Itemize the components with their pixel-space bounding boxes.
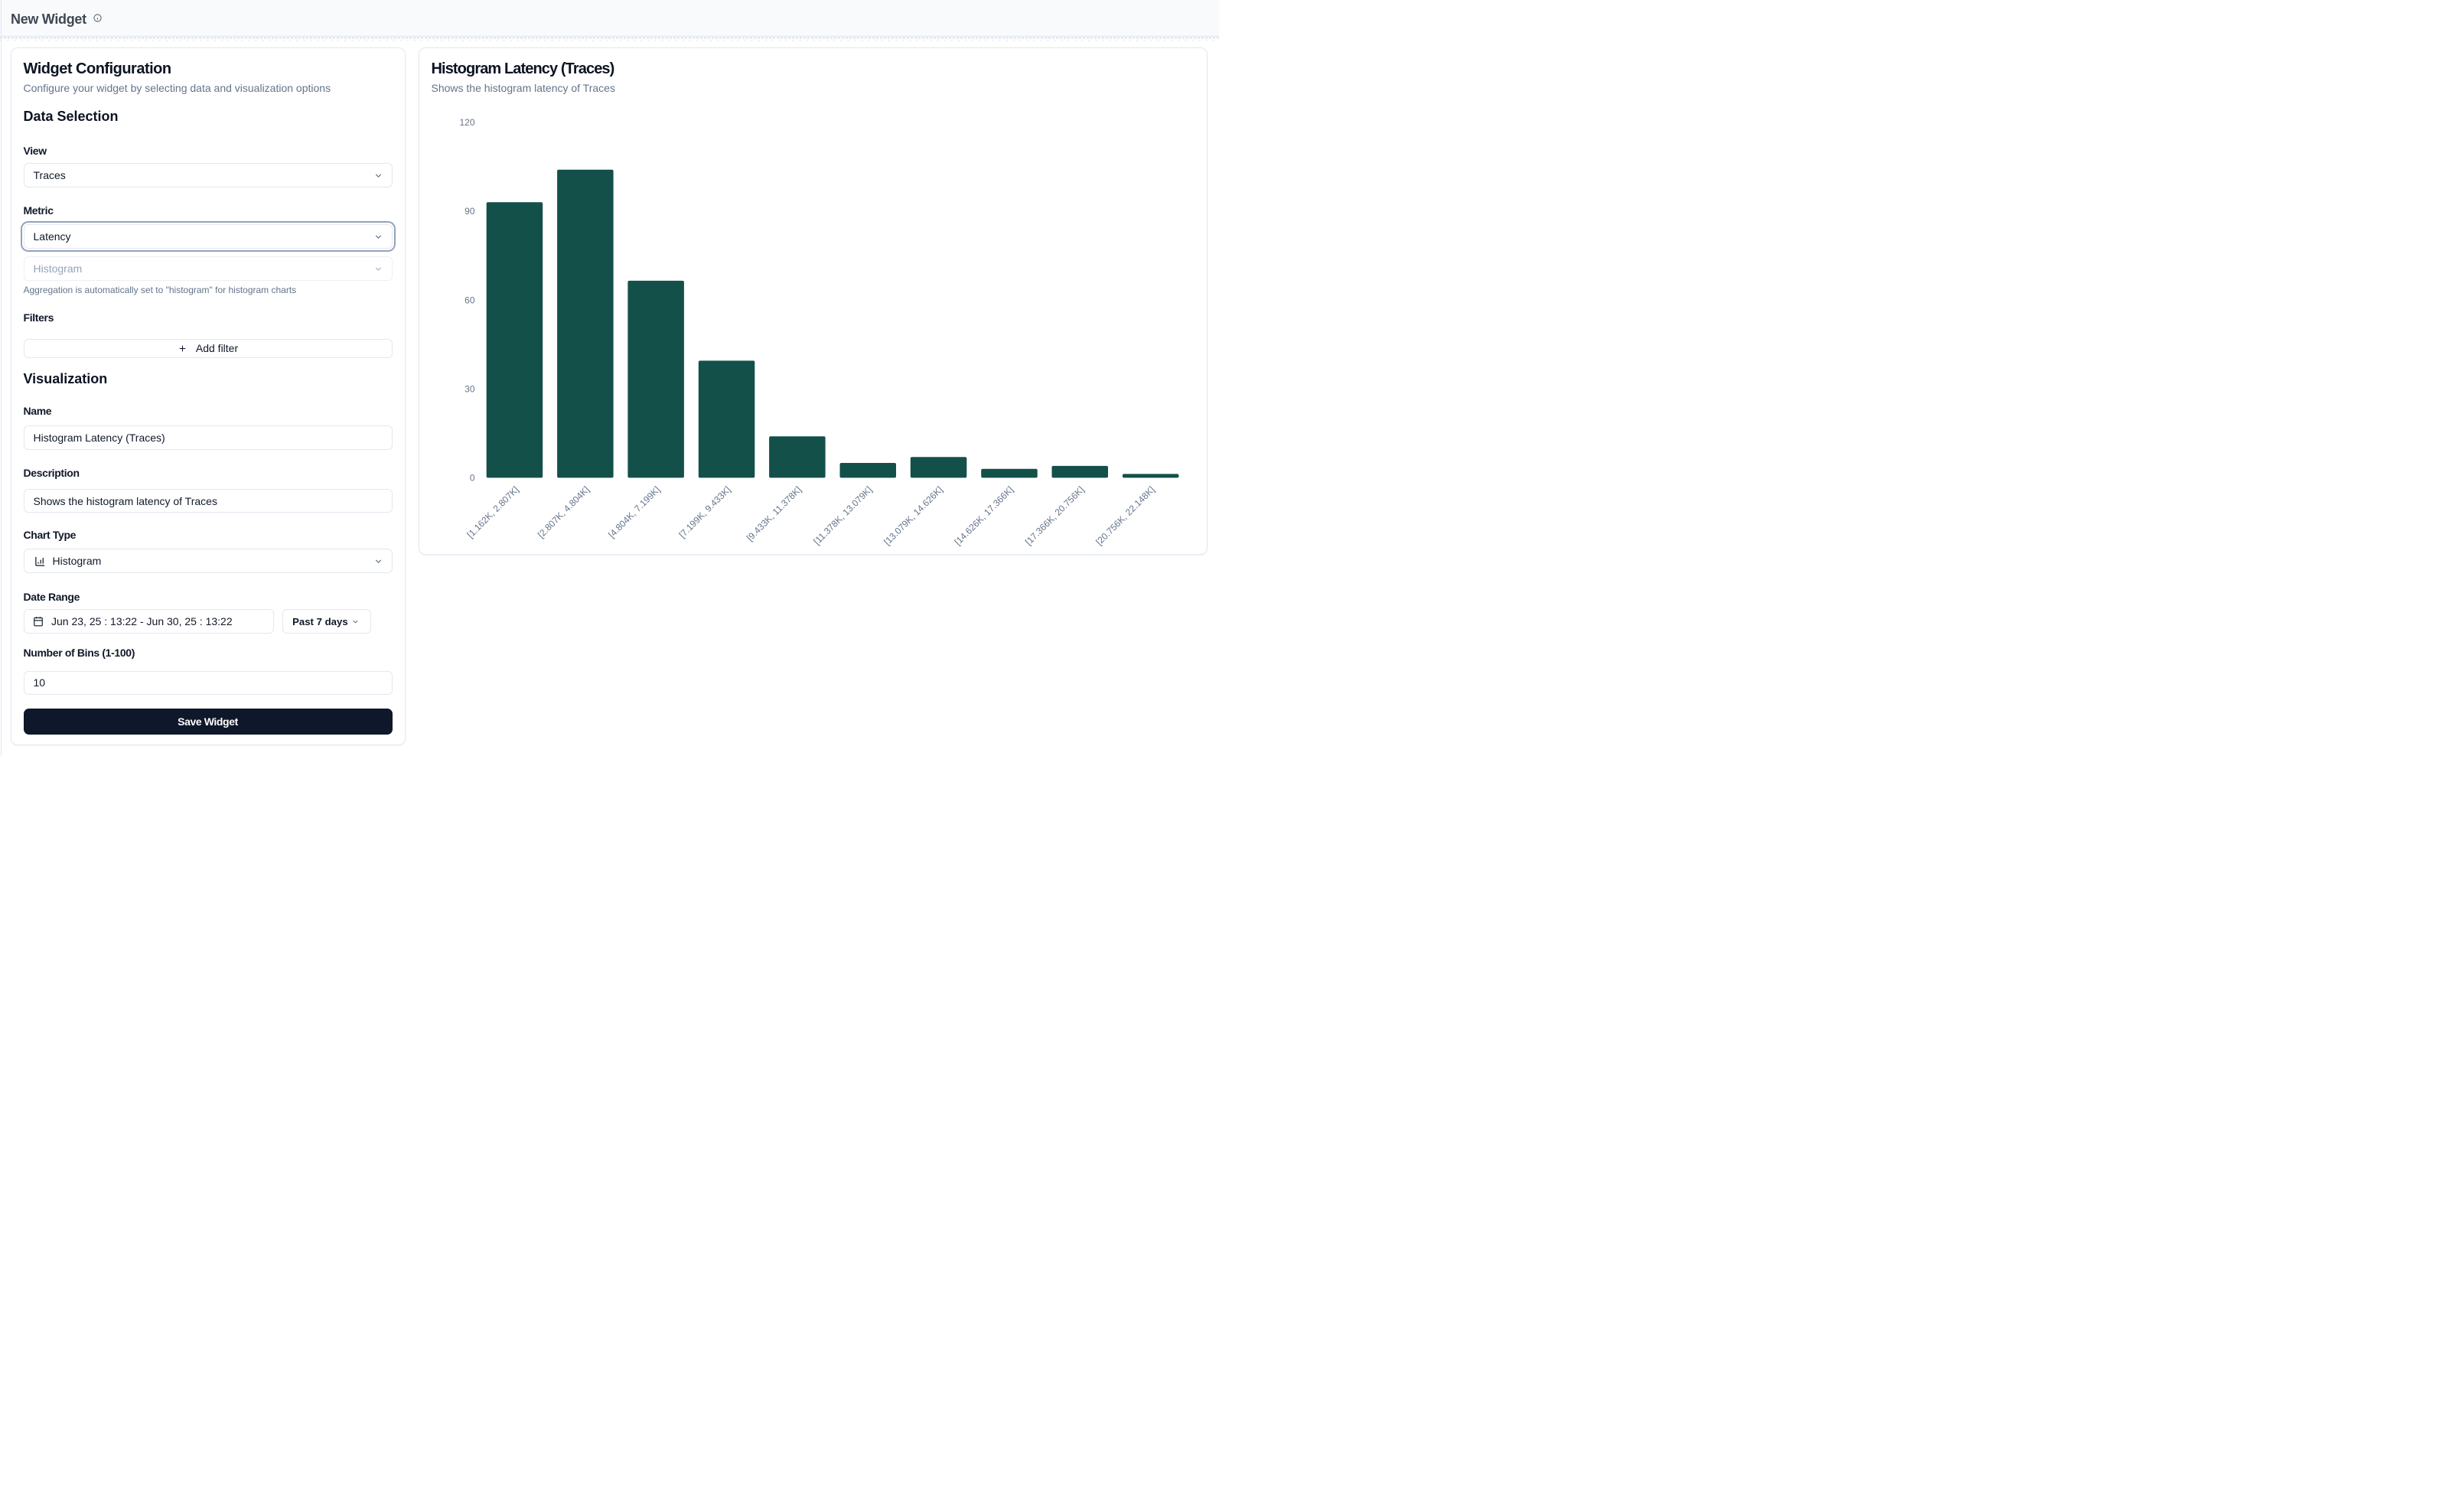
svg-text:[17.366K, 20.756K]: [17.366K, 20.756K] [1022,484,1086,547]
svg-text:[1.162K, 2.807K]: [1.162K, 2.807K] [464,484,520,539]
svg-text:60: 60 [464,295,475,305]
svg-text:90: 90 [464,206,475,217]
svg-text:[20.756K, 22.148K]: [20.756K, 22.148K] [1094,484,1157,547]
svg-text:30: 30 [464,383,475,394]
svg-text:120: 120 [459,117,474,128]
svg-text:[4.804K, 7.199K]: [4.804K, 7.199K] [606,484,662,539]
svg-text:[11.378K, 13.079K]: [11.378K, 13.079K] [811,484,874,546]
svg-text:[9.433K, 11.378K]: [9.433K, 11.378K] [744,484,803,543]
svg-text:0: 0 [469,472,474,483]
svg-text:[2.807K, 4.804K]: [2.807K, 4.804K] [535,484,591,539]
svg-text:[13.079K, 14.626K]: [13.079K, 14.626K] [882,484,945,547]
svg-text:[14.626K, 17.366K]: [14.626K, 17.366K] [952,484,1015,547]
svg-text:[7.199K, 9.433K]: [7.199K, 9.433K] [676,484,732,539]
